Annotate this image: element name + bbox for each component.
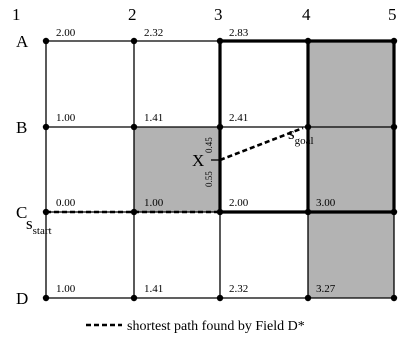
obstacle-cell-b2: [134, 127, 220, 212]
column-label-2: 2: [128, 5, 137, 24]
row-label-b: B: [16, 118, 27, 137]
node-value-c1: 0.00: [56, 197, 76, 209]
column-label-5: 5: [388, 5, 397, 24]
node-value-a2: 2.32: [144, 27, 163, 39]
column-label-3: 3: [214, 5, 223, 24]
node-value-d3: 2.32: [229, 283, 248, 295]
column-label-4: 4: [302, 5, 311, 24]
node-value-d4: 3.27: [316, 283, 336, 295]
node-value-c4: 3.00: [316, 197, 336, 209]
grid-nodes: [42, 37, 398, 302]
node-value-b1: 1.00: [56, 112, 76, 124]
node-value-d2: 1.41: [144, 283, 163, 295]
column-label-1: 1: [12, 5, 21, 24]
node-value-a3: 2.83: [229, 27, 249, 39]
row-label-d: D: [16, 289, 28, 308]
node-value-b3: 2.41: [229, 112, 248, 124]
x-marker-label: X: [192, 151, 204, 170]
row-label-a: A: [16, 32, 29, 51]
distance-upper-label: 0.45: [204, 137, 214, 153]
obstacle-cells-c4-d4: [308, 212, 394, 298]
distance-lower-label: 0.55: [204, 171, 214, 187]
row-label-c: C: [16, 203, 27, 222]
node-value-b2: 1.41: [144, 112, 163, 124]
start-label: sstart: [26, 214, 52, 237]
legend-text: shortest path found by Field D*: [127, 319, 305, 334]
node-value-a1: 2.00: [56, 27, 76, 39]
node-value-c3: 2.00: [229, 197, 249, 209]
goal-label: sgoal: [288, 124, 314, 147]
shortest-path: [46, 126, 304, 214]
node-value-c2: 1.00: [144, 197, 164, 209]
node-value-d1: 1.00: [56, 283, 76, 295]
